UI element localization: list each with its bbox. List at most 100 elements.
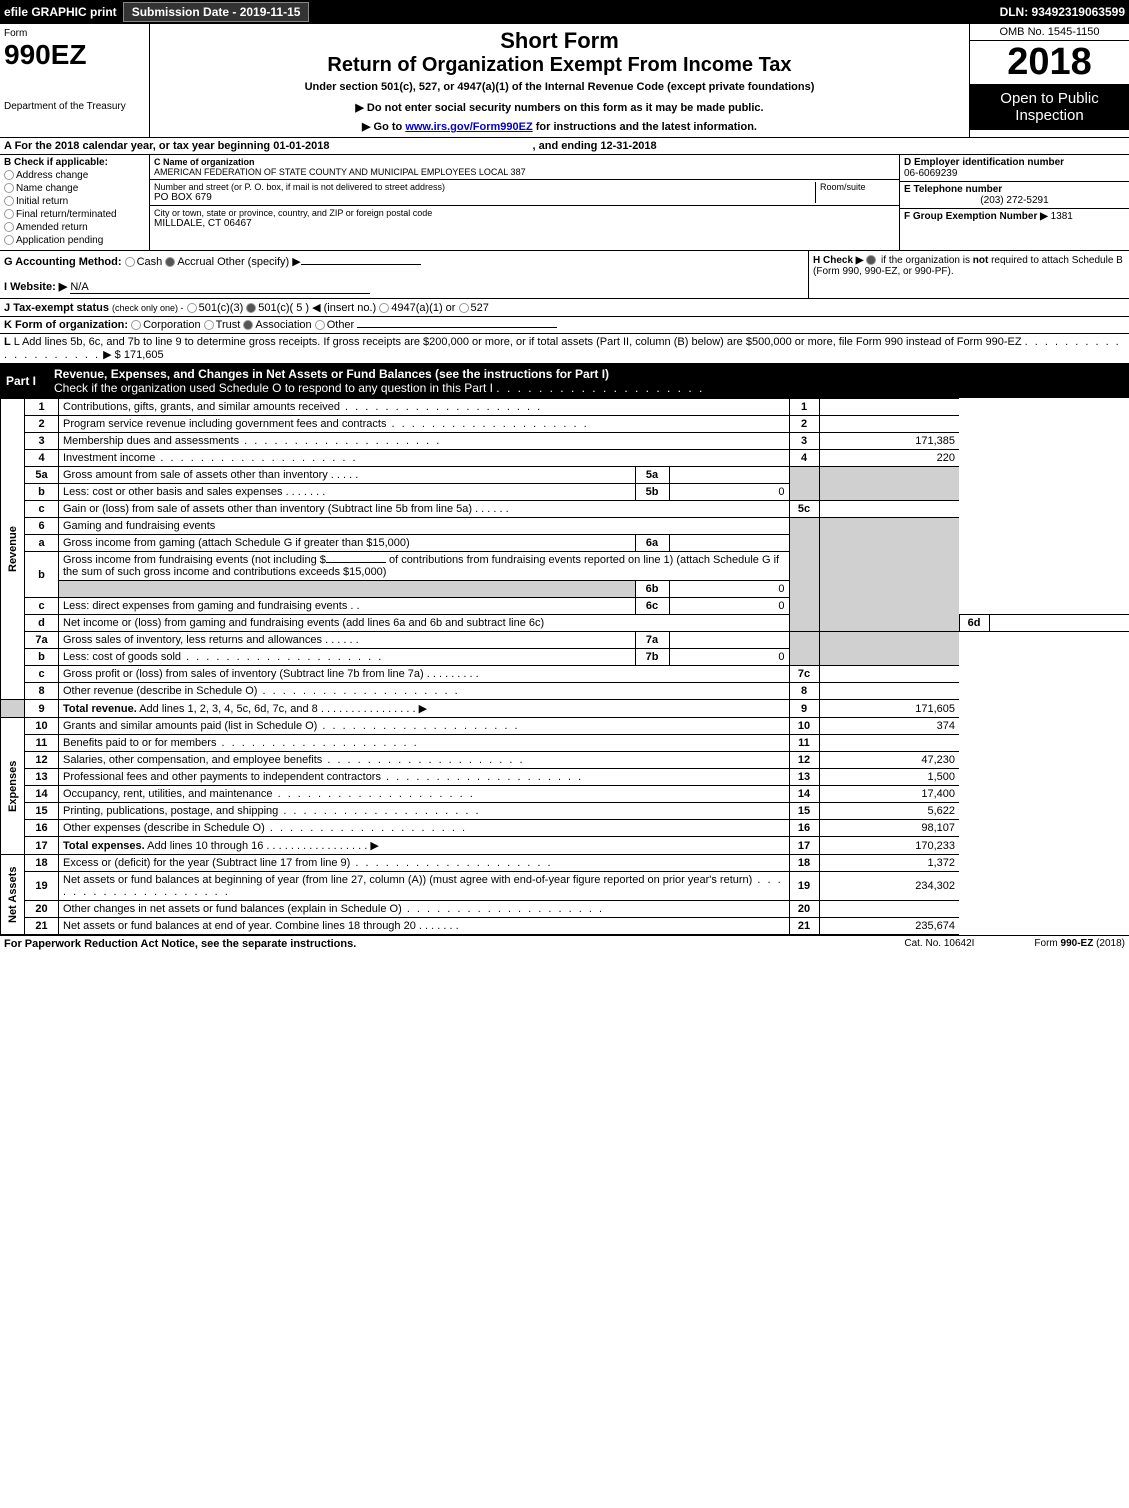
chk-label: Name change <box>16 183 78 194</box>
opt-527: 527 <box>471 302 489 314</box>
goto-prefix: ▶ Go to <box>362 121 405 133</box>
radio-assoc[interactable] <box>243 320 253 330</box>
line-6d: dNet income or (loss) from gaming and fu… <box>1 615 1129 632</box>
short-form-title: Short Form <box>158 28 961 54</box>
phone-value: (203) 272-5291 <box>904 195 1125 206</box>
open-to-public: Open to Public Inspection <box>970 84 1129 130</box>
goto-suffix: for instructions and the latest informat… <box>533 121 757 133</box>
line-7a: 7aGross sales of inventory, less returns… <box>1 632 1129 649</box>
period-row: A For the 2018 calendar year, or tax yea… <box>0 138 1129 155</box>
room-label: Room/suite <box>820 182 895 192</box>
period-mid: , and ending <box>533 140 601 152</box>
form-number: 990EZ <box>4 39 145 71</box>
paperwork-notice: For Paperwork Reduction Act Notice, see … <box>4 938 356 950</box>
e-phone-label: E Telephone number <box>904 184 1125 195</box>
line-17: 17Total expenses. Add lines 10 through 1… <box>1 837 1129 855</box>
radio-trust[interactable] <box>204 320 214 330</box>
radio-h[interactable] <box>866 255 876 265</box>
line-6a: aGross income from gaming (attach Schedu… <box>1 535 1129 552</box>
line-6: 6Gaming and fundraising events <box>1 518 1129 535</box>
other-label: Other (specify) ▶ <box>217 256 301 268</box>
org-address: PO BOX 679 <box>154 192 815 203</box>
line-5a: 5aGross amount from sale of assets other… <box>1 467 1129 484</box>
main-table: Revenue 1Contributions, gifts, grants, a… <box>0 398 1129 935</box>
irs-link[interactable]: www.irs.gov/Form990EZ <box>405 121 532 133</box>
chk-final-return[interactable]: Final return/terminated <box>4 209 145 220</box>
addr-label: Number and street (or P. O. box, if mail… <box>154 182 815 192</box>
part1-label: Part I <box>4 374 46 388</box>
form-header: Form 990EZ Department of the Treasury Sh… <box>0 24 1129 138</box>
line-5c: cGain or (loss) from sale of assets othe… <box>1 501 1129 518</box>
opt-other: Other <box>327 319 355 331</box>
radio-501c[interactable] <box>246 303 256 313</box>
radio-other[interactable] <box>315 320 325 330</box>
expenses-section-label: Expenses <box>1 718 25 855</box>
line-6c: cLess: direct expenses from gaming and f… <box>1 598 1129 615</box>
line-10: Expenses 10Grants and similar amounts pa… <box>1 718 1129 735</box>
k-row: K Form of organization: Corporation Trus… <box>0 317 1129 334</box>
chk-label: Application pending <box>16 235 103 246</box>
line-5b: bLess: cost or other basis and sales exp… <box>1 484 1129 501</box>
line-15: 15Printing, publications, postage, and s… <box>1 803 1129 820</box>
part1-check: Check if the organization used Schedule … <box>54 381 493 395</box>
f-group-label: F Group Exemption Number ▶ <box>904 211 1048 222</box>
period-begin: 01-01-2018 <box>273 140 329 152</box>
line-6b: bGross income from fundraising events (n… <box>1 552 1129 581</box>
radio-527[interactable] <box>459 303 469 313</box>
gh-row: G Accounting Method: Cash Accrual Other … <box>0 251 1129 299</box>
j-label: J Tax-exempt status <box>4 302 109 314</box>
part1-title: Revenue, Expenses, and Changes in Net As… <box>54 367 609 381</box>
chk-label: Final return/terminated <box>16 209 117 220</box>
j-row: J Tax-exempt status (check only one) - 5… <box>0 299 1129 317</box>
chk-address-change[interactable]: Address change <box>4 170 145 181</box>
website-value: N/A <box>70 281 370 294</box>
chk-label: Initial return <box>16 196 68 207</box>
line-12: 12Salaries, other compensation, and empl… <box>1 752 1129 769</box>
line-16: 16Other expenses (describe in Schedule O… <box>1 820 1129 837</box>
section-b-label: B Check if applicable: <box>4 157 145 168</box>
efile-label[interactable]: efile GRAPHIC print <box>4 5 117 19</box>
h-text1: if the organization is <box>881 255 973 266</box>
radio-501c3[interactable] <box>187 303 197 313</box>
net-assets-section-label: Net Assets <box>1 855 25 935</box>
radio-accrual[interactable] <box>165 257 175 267</box>
k-label: K Form of organization: <box>4 319 128 331</box>
line-4: 4Investment income4220 <box>1 450 1129 467</box>
city-label: City or town, state or province, country… <box>154 208 895 218</box>
org-city: MILLDALE, CT 06467 <box>154 218 895 229</box>
chk-name-change[interactable]: Name change <box>4 183 145 194</box>
group-value: 1381 <box>1051 211 1073 222</box>
radio-corp[interactable] <box>131 320 141 330</box>
accrual-label: Accrual <box>177 256 214 268</box>
page-footer: For Paperwork Reduction Act Notice, see … <box>0 935 1129 952</box>
line-9: 9Total revenue. Total revenue. Add lines… <box>1 700 1129 718</box>
chk-amended-return[interactable]: Amended return <box>4 222 145 233</box>
d-ein-label: D Employer identification number <box>904 157 1125 168</box>
top-bar: efile GRAPHIC print Submission Date - 20… <box>0 0 1129 24</box>
radio-cash[interactable] <box>125 257 135 267</box>
line-21: 21Net assets or fund balances at end of … <box>1 918 1129 935</box>
line-7c: cGross profit or (loss) from sales of in… <box>1 666 1129 683</box>
submission-date-button[interactable]: Submission Date - 2019-11-15 <box>123 2 310 22</box>
chk-application-pending[interactable]: Application pending <box>4 235 145 246</box>
opt-501c3: 501(c)(3) <box>199 302 244 314</box>
i-label: I Website: ▶ <box>4 281 67 293</box>
opt-4947: 4947(a)(1) or <box>391 302 455 314</box>
open-label: Open to Public Inspection <box>974 90 1125 124</box>
line-18: Net Assets 18Excess or (deficit) for the… <box>1 855 1129 872</box>
c-name-label: C Name of organization <box>154 157 895 167</box>
radio-4947[interactable] <box>379 303 389 313</box>
line-3: 3Membership dues and assessments3171,385 <box>1 433 1129 450</box>
l-value: $ 171,605 <box>115 349 164 361</box>
line-2: 2Program service revenue including gover… <box>1 416 1129 433</box>
h-text2: required to attach Schedule B <box>988 255 1123 266</box>
chk-label: Amended return <box>16 222 88 233</box>
chk-initial-return[interactable]: Initial return <box>4 196 145 207</box>
l-text: L Add lines 5b, 6c, and 7b to line 9 to … <box>14 336 1022 348</box>
goto-instructions: ▶ Go to www.irs.gov/Form990EZ for instru… <box>158 120 961 133</box>
opt-501c: 501(c)( 5 ) ◀ (insert no.) <box>258 302 376 314</box>
info-grid: B Check if applicable: Address change Na… <box>0 155 1129 251</box>
opt-assoc: Association <box>255 319 311 331</box>
tax-year: 2018 <box>970 41 1129 84</box>
org-name: AMERICAN FEDERATION OF STATE COUNTY AND … <box>154 167 895 177</box>
